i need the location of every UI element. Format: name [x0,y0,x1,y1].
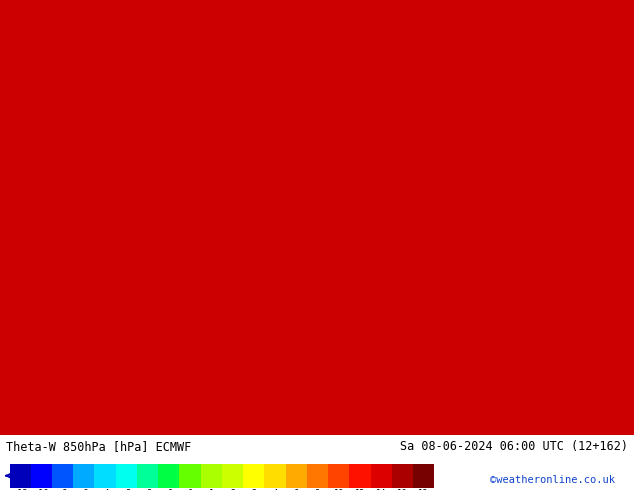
Bar [285,464,307,488]
Text: ©weatheronline.co.uk: ©weatheronline.co.uk [490,475,615,485]
Bar [264,464,285,488]
Bar [392,464,413,488]
Bar [349,464,370,488]
Bar [94,464,116,488]
Bar [137,464,158,488]
Bar [307,464,328,488]
Bar [243,464,264,488]
Text: Theta-W 850hPa [hPa] ECMWF: Theta-W 850hPa [hPa] ECMWF [6,440,191,453]
Bar [328,464,349,488]
Bar [222,464,243,488]
Bar [413,464,434,488]
Bar [74,464,94,488]
Bar [370,464,392,488]
Bar [10,464,30,488]
Bar [200,464,222,488]
Bar [158,464,179,488]
Bar [179,464,200,488]
Bar [115,464,137,488]
Bar [30,464,52,488]
Bar [52,464,74,488]
Text: Sa 08-06-2024 06:00 UTC (12+162): Sa 08-06-2024 06:00 UTC (12+162) [399,440,628,453]
